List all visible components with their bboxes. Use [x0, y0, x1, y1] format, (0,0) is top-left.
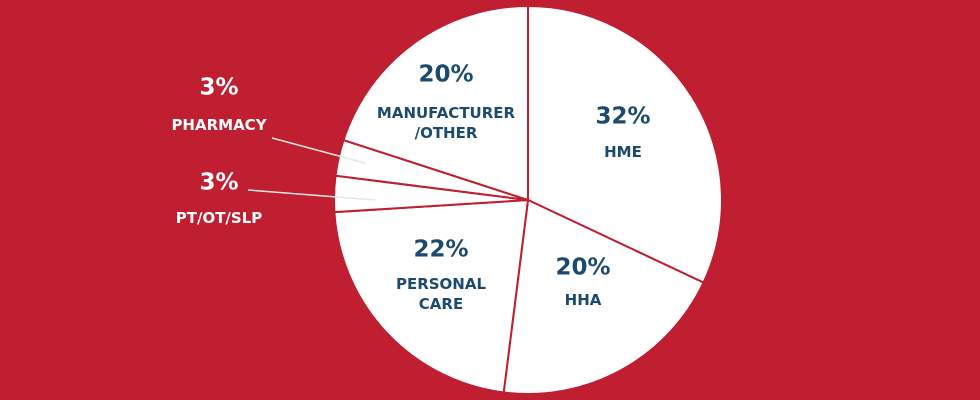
value-label: 3% — [199, 170, 238, 196]
leader-line — [271, 137, 366, 164]
label-line: /OTHER — [415, 124, 478, 142]
value-label: 22% — [413, 237, 468, 263]
slice-label: PERSONAL CARE — [396, 275, 487, 313]
pie-slice — [342, 4, 529, 202]
label-line: MANUFACTURER — [377, 104, 516, 122]
label-line: CARE — [419, 295, 463, 313]
label-line: PT/OT/SLP — [176, 209, 263, 227]
pie-slice — [502, 198, 705, 395]
slice-label: HME — [604, 143, 642, 161]
pie-slice — [333, 198, 530, 394]
slice-label: MANUFACTURER/OTHER — [377, 104, 516, 142]
leader-line — [247, 189, 376, 201]
value-label: 32% — [595, 104, 650, 130]
label-line: HME — [604, 143, 642, 161]
value-label: 20% — [555, 255, 610, 281]
value-label: 3% — [199, 75, 238, 101]
slice-label: HHA — [565, 291, 602, 309]
pie-slice — [527, 4, 723, 284]
label-line: HHA — [565, 291, 602, 309]
value-label: 20% — [418, 62, 473, 88]
label-line: PHARMACY — [171, 116, 267, 134]
label-line: PERSONAL — [396, 275, 487, 293]
slice-label: PHARMACY — [171, 116, 267, 134]
slice-label: PT/OT/SLP — [176, 209, 263, 227]
